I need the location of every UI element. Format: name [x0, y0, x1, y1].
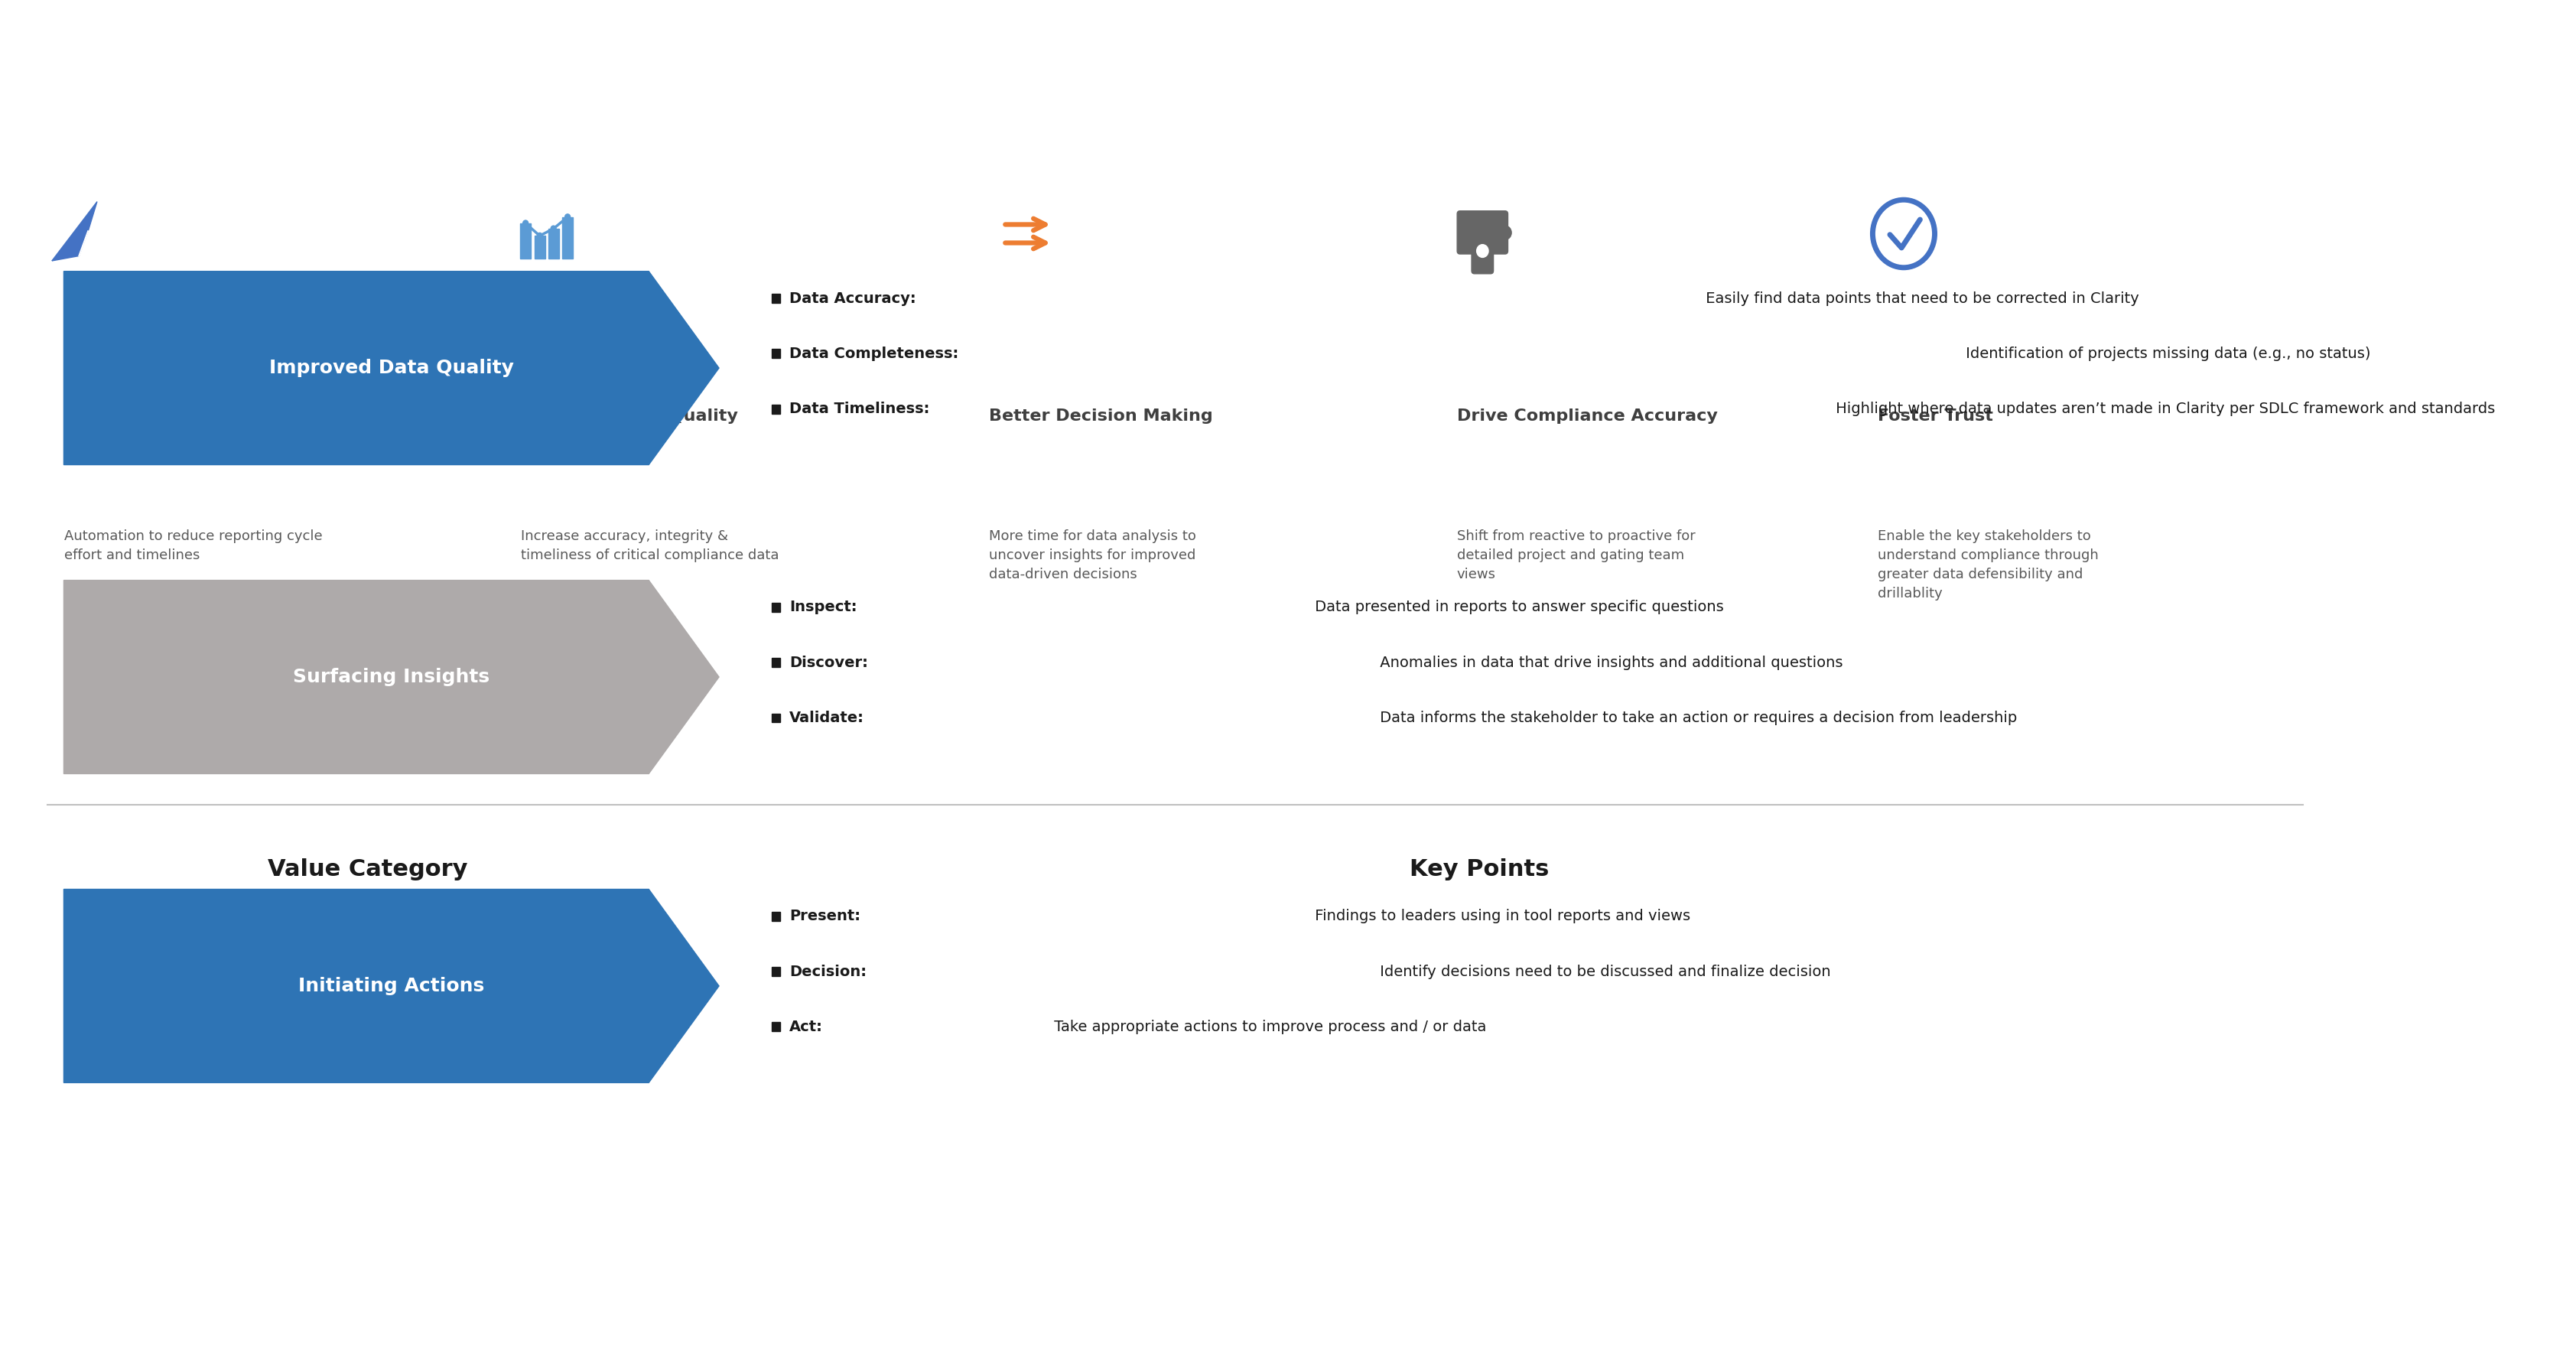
Text: Discover:: Discover: — [788, 655, 868, 670]
Text: Value Category: Value Category — [268, 858, 469, 880]
Polygon shape — [52, 202, 98, 261]
Text: Drive Compliance Accuracy: Drive Compliance Accuracy — [1458, 409, 1718, 424]
Bar — [773, 967, 781, 976]
Text: Validate:: Validate: — [788, 711, 863, 726]
Text: Shift from reactive to proactive for
detailed project and gating team
views: Shift from reactive to proactive for det… — [1458, 529, 1695, 581]
Circle shape — [1476, 245, 1489, 257]
Circle shape — [551, 226, 556, 232]
Text: Data presented in reports to answer specific questions: Data presented in reports to answer spec… — [1311, 600, 1723, 615]
Text: Data informs the stakeholder to take an action or requires a decision from leade: Data informs the stakeholder to take an … — [1376, 711, 2017, 726]
Text: Anomalies in data that drive insights and additional questions: Anomalies in data that drive insights an… — [1376, 655, 1842, 670]
Bar — [773, 349, 781, 359]
Text: Take appropriate actions to improve process and / or data: Take appropriate actions to improve proc… — [1048, 1020, 1486, 1034]
Circle shape — [523, 221, 528, 226]
Text: Present:: Present: — [788, 909, 860, 923]
Text: Improved Data Quality: Improved Data Quality — [520, 409, 737, 424]
Text: Findings to leaders using in tool reports and views: Findings to leaders using in tool report… — [1311, 909, 1690, 923]
Bar — [549, 229, 559, 259]
Polygon shape — [52, 232, 88, 261]
Text: Data Completeness:: Data Completeness: — [788, 347, 958, 362]
Text: Reduced Reporting Effort: Reduced Reporting Effort — [64, 409, 309, 424]
Text: Decision:: Decision: — [788, 964, 866, 979]
FancyBboxPatch shape — [1458, 211, 1507, 255]
Circle shape — [564, 214, 569, 219]
Text: Highlight where data updates aren’t made in Clarity per SDLC framework and stand: Highlight where data updates aren’t made… — [1832, 402, 2496, 416]
Circle shape — [536, 233, 544, 238]
Text: Data Accuracy:: Data Accuracy: — [788, 291, 917, 306]
Text: Key Points: Key Points — [1409, 858, 1548, 880]
Circle shape — [1499, 226, 1512, 240]
Text: Act:: Act: — [788, 1020, 822, 1034]
Text: Identification of projects missing data (e.g., no status): Identification of projects missing data … — [1960, 347, 2370, 362]
Bar — [520, 223, 531, 259]
Text: Foster Trust: Foster Trust — [1878, 409, 1994, 424]
FancyBboxPatch shape — [1471, 248, 1494, 274]
Polygon shape — [64, 271, 719, 464]
Bar — [773, 1022, 781, 1032]
Text: Better Decision Making: Better Decision Making — [989, 409, 1213, 424]
Bar — [773, 714, 781, 723]
Text: Improved Data Quality: Improved Data Quality — [268, 359, 513, 378]
Text: Easily find data points that need to be corrected in Clarity: Easily find data points that need to be … — [1700, 291, 2138, 306]
Text: Data Timeliness:: Data Timeliness: — [788, 402, 930, 416]
Bar — [533, 236, 546, 259]
Bar — [562, 217, 572, 259]
Polygon shape — [64, 581, 719, 773]
Text: Surfacing Insights: Surfacing Insights — [294, 668, 489, 686]
Text: Identify decisions need to be discussed and finalize decision: Identify decisions need to be discussed … — [1376, 964, 1832, 979]
Bar — [773, 405, 781, 413]
Bar — [773, 911, 781, 921]
Bar — [773, 603, 781, 612]
Text: Automation to reduce reporting cycle
effort and timelines: Automation to reduce reporting cycle eff… — [64, 529, 322, 562]
Text: More time for data analysis to
uncover insights for improved
data-driven decisio: More time for data analysis to uncover i… — [989, 529, 1195, 581]
Text: Enable the key stakeholders to
understand compliance through
greater data defens: Enable the key stakeholders to understan… — [1878, 529, 2099, 600]
Text: Inspect:: Inspect: — [788, 600, 858, 615]
Bar — [773, 294, 781, 303]
Bar — [773, 658, 781, 668]
Text: Initiating Actions: Initiating Actions — [299, 976, 484, 995]
Polygon shape — [64, 890, 719, 1083]
Text: Increase accuracy, integrity &
timeliness of critical compliance data: Increase accuracy, integrity & timelines… — [520, 529, 778, 562]
